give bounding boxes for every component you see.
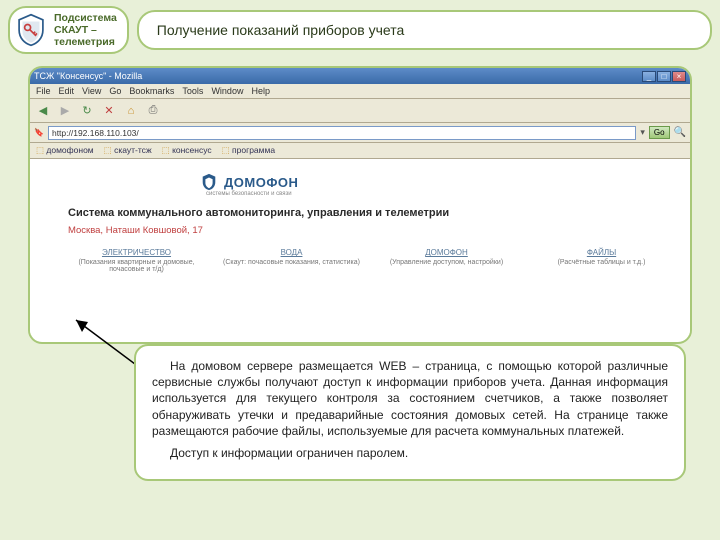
menu-bookmarks[interactable]: Bookmarks	[129, 86, 174, 96]
bookmark-item[interactable]: консенсус	[162, 145, 212, 156]
logo-pill: Подсистема СКАУТ – телеметрия	[8, 6, 129, 54]
print-icon[interactable]: ⎙	[144, 102, 162, 120]
logo-label: Подсистема СКАУТ – телеметрия	[54, 12, 117, 48]
browser-menubar: File Edit View Go Bookmarks Tools Window…	[30, 84, 690, 99]
desc-paragraph-2: Доступ к информации ограничен паролем.	[152, 445, 668, 461]
shield-icon	[200, 173, 218, 191]
slide-header: Подсистема СКАУТ – телеметрия Получение …	[0, 0, 720, 60]
browser-screenshot: ТСЖ "Консенсус" - Mozilla _ □ × File Edi…	[28, 66, 692, 344]
menu-view[interactable]: View	[82, 86, 101, 96]
slide-title: Получение показаний приборов учета	[137, 10, 712, 50]
menu-tools[interactable]: Tools	[182, 86, 203, 96]
system-title: Система коммунального автомониторинга, у…	[68, 207, 670, 219]
menu-window[interactable]: Window	[211, 86, 243, 96]
building-address: Москва, Наташи Ковшовой, 17	[68, 225, 670, 236]
browser-toolbar: ◀ ▶ ↻ ✕ ⌂ ⎙	[30, 99, 690, 123]
bookmarks-toolbar: домофоном скаут-тсж консенсус программа	[30, 143, 690, 159]
key-shield-icon	[14, 13, 48, 47]
site-logo: ДОМОФОН	[200, 173, 670, 191]
address-bar: 🔖 http://192.168.110.103/ ▾ Go 🔍	[30, 123, 690, 143]
category-water[interactable]: ВОДА (Скаут: почасовые показания, статис…	[223, 248, 360, 273]
go-button[interactable]: Go	[649, 126, 670, 139]
bookmark-icon[interactable]: 🔖	[34, 128, 44, 137]
close-icon[interactable]: ×	[672, 71, 686, 82]
home-icon[interactable]: ⌂	[122, 102, 140, 120]
brand-name: ДОМОФОН	[224, 175, 298, 190]
menu-help[interactable]: Help	[251, 86, 270, 96]
back-icon[interactable]: ◀	[34, 102, 52, 120]
description-callout: На домовом сервере размещается WEB – стр…	[134, 344, 686, 481]
reload-icon[interactable]: ↻	[78, 102, 96, 120]
stop-icon[interactable]: ✕	[100, 102, 118, 120]
minimize-icon[interactable]: _	[642, 71, 656, 82]
brand-tagline: системы безопасности и связи	[206, 191, 670, 197]
desc-paragraph-1: На домовом сервере размещается WEB – стр…	[152, 358, 668, 439]
window-controls: _ □ ×	[642, 71, 686, 82]
menu-go[interactable]: Go	[109, 86, 121, 96]
menu-file[interactable]: File	[36, 86, 51, 96]
category-row: ЭЛЕКТРИЧЕСТВО (Показания квартирные и до…	[68, 248, 670, 273]
url-input[interactable]: http://192.168.110.103/	[48, 126, 636, 140]
bookmark-item[interactable]: домофоном	[36, 145, 94, 156]
maximize-icon[interactable]: □	[657, 71, 671, 82]
category-domofon[interactable]: ДОМОФОН (Управление доступом, настройки)	[378, 248, 515, 273]
page-body: ДОМОФОН системы безопасности и связи Сис…	[30, 159, 690, 335]
menu-edit[interactable]: Edit	[59, 86, 75, 96]
category-files[interactable]: ФАЙЛЫ (Расчётные таблицы и т.д.)	[533, 248, 670, 273]
bookmark-item[interactable]: скаут-тсж	[104, 145, 152, 156]
category-electricity[interactable]: ЭЛЕКТРИЧЕСТВО (Показания квартирные и до…	[68, 248, 205, 273]
bookmark-item[interactable]: программа	[222, 145, 275, 156]
forward-icon[interactable]: ▶	[56, 102, 74, 120]
window-title: ТСЖ "Консенсус" - Mozilla	[34, 71, 142, 81]
search-icon[interactable]: 🔍	[674, 127, 686, 138]
window-titlebar: ТСЖ "Консенсус" - Mozilla _ □ ×	[30, 68, 690, 84]
